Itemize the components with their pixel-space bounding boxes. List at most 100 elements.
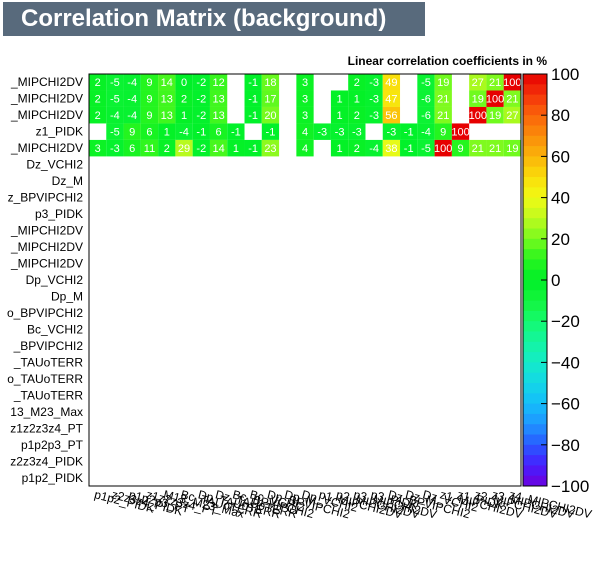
row-label: _MIPCHI2DV: [10, 240, 83, 254]
heatmap-cell: [158, 90, 176, 107]
heatmap-cell-label: 4: [302, 127, 308, 139]
heatmap-cell: [106, 106, 124, 124]
row-label: z1_PIDK: [36, 125, 83, 139]
heatmap-cell-label: -4: [127, 77, 137, 89]
heatmap-cells: [89, 74, 521, 157]
heatmap-cell-label: 0: [181, 77, 187, 89]
heatmap-cell-label: -5: [110, 94, 120, 106]
colorbar-tick-label: −100: [551, 477, 589, 496]
row-label: p1p2_PIDK: [22, 471, 83, 485]
heatmap-cell-label: -1: [404, 127, 414, 139]
heatmap-cell-label: 3: [302, 110, 308, 122]
heatmap-cell: [469, 106, 487, 124]
colorbar-segment: [523, 465, 547, 477]
heatmap-cell: [89, 106, 107, 124]
heatmap-cell: [175, 106, 193, 124]
heatmap-cell-label: 9: [440, 127, 446, 139]
heatmap-cell: [175, 74, 193, 91]
heatmap-cell: [227, 123, 245, 140]
heatmap-cell: [486, 106, 504, 124]
heatmap-cell-label: 27: [472, 77, 484, 89]
heatmap-frame: [88, 73, 522, 487]
heatmap-cell: [382, 90, 401, 107]
colorbar-segment: [523, 156, 547, 168]
heatmap-cell: [330, 139, 349, 157]
heatmap-cell-label: -5: [421, 77, 431, 89]
row-label: z1z2z3z4_PT: [10, 421, 83, 435]
heatmap-cell-label: 47: [385, 94, 397, 106]
heatmap-cell: [106, 123, 124, 140]
heatmap-cell: [192, 139, 210, 157]
colorbar: 100 80 60 40 20 0 −20 −40 −60 −80 −100: [522, 65, 589, 496]
heatmap-cell-label: 21: [489, 77, 501, 89]
row-label: z2z3z4_PIDK: [10, 454, 83, 468]
heatmap-cell-label: -3: [369, 110, 379, 122]
colorbar-segment: [523, 197, 547, 209]
colorbar-segment: [523, 115, 547, 126]
heatmap-cell: [313, 123, 331, 140]
row-label: Dp_VCHI2: [26, 273, 84, 287]
heatmap-cell: [296, 106, 314, 124]
colorbar-tick-label: −40: [551, 353, 580, 372]
heatmap-cell: [503, 139, 521, 157]
heatmap-cell-label: -1: [404, 143, 414, 155]
heatmap-cell-label: -1: [248, 110, 258, 122]
heatmap-cell-label: -3: [110, 143, 120, 155]
heatmap-cell: [503, 106, 521, 124]
row-label: _MIPCHI2DV: [10, 108, 83, 122]
heatmap-cell: [330, 106, 349, 124]
colorbar-segment: [523, 434, 547, 446]
heatmap-cell-label: 6: [129, 143, 135, 155]
heatmap-cell: [192, 106, 210, 124]
heatmap-cell: [503, 74, 521, 91]
colorbar-segment: [523, 280, 547, 291]
colorbar-segment: [523, 218, 547, 229]
heatmap-cell-label: -2: [196, 110, 206, 122]
heatmap-cell-label: -3: [369, 77, 379, 89]
heatmap-cell-label: 1: [181, 110, 187, 122]
heatmap-cell-label: -4: [127, 110, 137, 122]
heatmap-cell: [417, 90, 435, 107]
colorbar-segment: [523, 403, 547, 415]
colorbar-segment: [523, 413, 547, 425]
heatmap-cell: [123, 74, 141, 91]
row-label: p1p2p3_PT: [21, 438, 84, 452]
heatmap-cell: [175, 139, 193, 157]
colorbar-segment: [523, 383, 547, 394]
heatmap-cell-label: -4: [110, 110, 120, 122]
colorbar-segment: [523, 104, 547, 116]
heatmap-cell-label: 100: [434, 143, 452, 155]
heatmap-cell: [244, 90, 262, 107]
colorbar-segment: [523, 300, 547, 312]
heatmap-cell-label: 1: [336, 94, 342, 106]
heatmap-cell: [89, 90, 107, 107]
heatmap-cell: [382, 74, 401, 91]
colorbar-segment: [523, 341, 547, 353]
heatmap-cell: [365, 139, 383, 157]
heatmap-cell: [296, 74, 314, 91]
heatmap-cell-label: 49: [385, 77, 397, 89]
colorbar-segment: [523, 352, 547, 363]
heatmap-cell: [192, 90, 210, 107]
colorbar-tick-label: 100: [551, 65, 579, 84]
heatmap-cell: [123, 139, 141, 157]
colorbar-segment: [523, 475, 547, 487]
heatmap-cell: [296, 90, 314, 107]
heatmap-cell-label: 13: [212, 94, 224, 106]
colorbar-tick-label: 20: [551, 230, 570, 249]
colorbar-segment: [523, 228, 547, 240]
heatmap-cell-label: 19: [506, 143, 518, 155]
heatmap-cell: [261, 74, 280, 91]
heatmap-cell: [123, 123, 141, 140]
heatmap-cell-label: -6: [421, 94, 431, 106]
row-label: _MIPCHI2DV: [10, 257, 83, 271]
heatmap-cell-label: 2: [164, 143, 170, 155]
heatmap-cell-label: -2: [196, 94, 206, 106]
heatmap-cell-label: 9: [146, 94, 152, 106]
chart-title: Correlation Matrix (background): [3, 2, 425, 36]
heatmap-cell-label: -1: [266, 127, 276, 139]
heatmap-cell-label: -4: [421, 127, 431, 139]
heatmap-cell-label: -5: [421, 143, 431, 155]
heatmap-cell-label: 17: [264, 94, 276, 106]
row-label: z_BPVIPCHI2: [8, 191, 84, 205]
